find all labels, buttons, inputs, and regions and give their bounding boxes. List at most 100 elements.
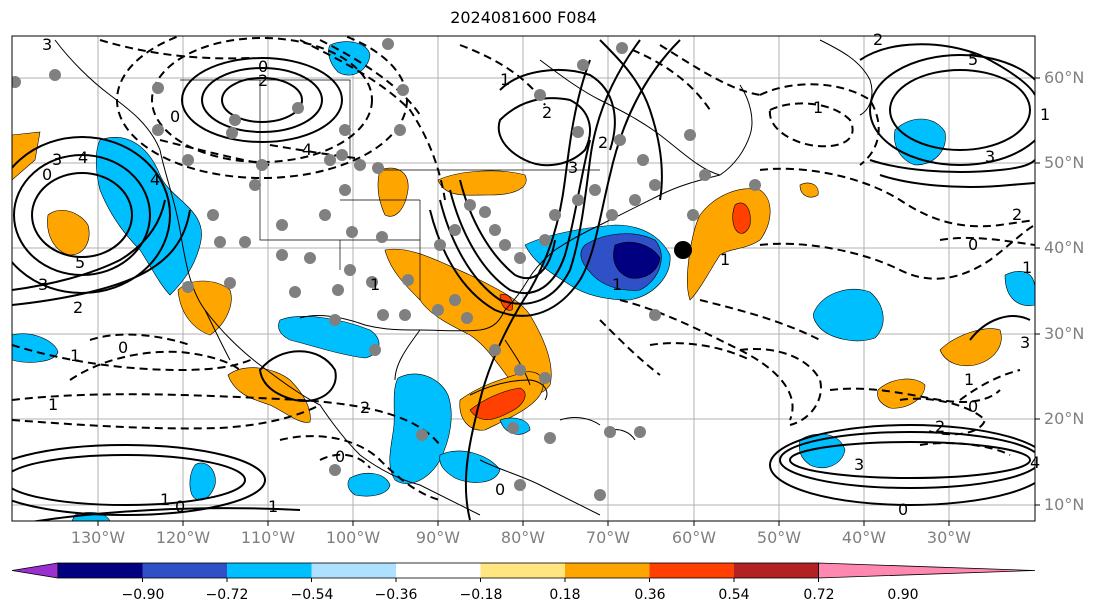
contour-label: 2 xyxy=(1012,205,1022,224)
orange-fill-plains xyxy=(377,167,409,217)
contour-label: 2 xyxy=(73,298,83,317)
contour-label: 5 xyxy=(75,253,85,272)
contour-label: 2 xyxy=(258,71,268,90)
colorbar-label: −0.54 xyxy=(290,587,334,603)
blue-fill-east-edge xyxy=(1004,271,1035,306)
colorbar-segment xyxy=(396,563,481,578)
contour-label: 1 xyxy=(720,250,730,269)
contour-label: 1 xyxy=(1040,105,1050,124)
contour-label: 2 xyxy=(873,30,883,49)
contour-label: 1 xyxy=(48,395,58,414)
contour-label: 1 xyxy=(70,346,80,365)
lon-label-90w: 90°W xyxy=(415,528,461,547)
colorbar-label: 0.90 xyxy=(887,587,919,603)
colorbar-segment xyxy=(565,563,650,578)
lat-label-20n: 20°N xyxy=(1044,409,1085,428)
lon-label-30w: 30°W xyxy=(926,528,972,547)
contour-label: 4 xyxy=(1030,453,1040,472)
lon-label-110w: 110°W xyxy=(240,528,296,547)
contour-label: 2 xyxy=(598,133,608,152)
lat-label-30n: 30°N xyxy=(1044,324,1085,343)
contour-label: 3 xyxy=(854,455,864,474)
lat-label-60n: 60°N xyxy=(1044,68,1085,87)
colorbar-segment xyxy=(58,563,143,578)
contour-label: 0 xyxy=(118,338,128,357)
navy-fill-midatlantic xyxy=(613,241,661,279)
blue-fill-nw-coast xyxy=(95,137,202,296)
lon-label-100w: 100°W xyxy=(325,528,381,547)
contour-label: 3 xyxy=(38,275,48,294)
contour-label: 3 xyxy=(1020,333,1030,352)
orange-fill-newfoundland xyxy=(686,188,771,301)
map-title: 2024081600 F084 xyxy=(450,8,597,27)
contour-label: 0 xyxy=(175,497,185,516)
contour-label: 1 xyxy=(500,70,510,89)
solid-contours xyxy=(12,39,1035,521)
orange-fill-atlantic-small xyxy=(799,182,819,198)
orange-fill-great-lakes xyxy=(437,170,527,196)
orange-fill-pacific xyxy=(47,210,90,256)
contour-label: 4 xyxy=(302,140,312,159)
blue-fill-colombia xyxy=(439,450,501,483)
contour-label: 5 xyxy=(968,50,978,69)
tick-marks xyxy=(97,77,1040,526)
lon-label-120w: 120°W xyxy=(155,528,211,547)
colorbar xyxy=(11,562,1036,582)
station-dots xyxy=(12,38,761,501)
colorbar-segment xyxy=(227,563,312,578)
contour-label: 3 xyxy=(985,147,995,166)
colorbar-extend-low xyxy=(11,562,59,579)
red-fill-cuba xyxy=(469,387,526,420)
contour-label: 1 xyxy=(964,370,974,389)
lon-label-130w: 130°W xyxy=(70,528,126,547)
blue-fill-mid-atlantic xyxy=(813,289,884,342)
contour-label: 3 xyxy=(52,150,62,169)
lon-label-50w: 50°W xyxy=(756,528,802,547)
colorbar-label: 0.18 xyxy=(549,587,581,603)
lat-label-40n: 40°N xyxy=(1044,238,1085,257)
contour-label: 0 xyxy=(968,397,978,416)
contour-label: 0 xyxy=(898,500,908,519)
contour-label: 3 xyxy=(42,35,52,54)
colorbar-segment xyxy=(142,563,227,578)
contour-label: 3 xyxy=(568,158,578,177)
blue-fill-central-america xyxy=(389,373,452,484)
orange-fill-azores xyxy=(939,328,1002,367)
lon-label-40w: 40°W xyxy=(841,528,887,547)
lon-label-70w: 70°W xyxy=(585,528,631,547)
contour-label: 0 xyxy=(495,480,505,499)
contour-label: 0 xyxy=(170,107,180,126)
contour-label: 2 xyxy=(935,417,945,436)
contour-label: 1 xyxy=(813,98,823,117)
blue-fill-alaska xyxy=(328,41,371,76)
contour-label: 2 xyxy=(542,103,552,122)
colorbar-segment xyxy=(480,563,565,578)
colorbar-label: −0.36 xyxy=(374,587,418,603)
blue-fill-yucatan-south xyxy=(347,472,391,497)
colorbar-label: −0.72 xyxy=(205,587,249,603)
colorbar-label: 0.72 xyxy=(803,587,835,603)
blue-fill-pacific-south xyxy=(189,462,216,501)
lon-label-80w: 80°W xyxy=(500,528,546,547)
contour-label: 1 xyxy=(160,490,170,509)
lat-label-10n: 10°N xyxy=(1044,495,1085,514)
colorbar-segment xyxy=(649,563,734,578)
contour-label: 0 xyxy=(42,165,52,184)
contour-label: 0 xyxy=(258,57,268,76)
blue-fill-pacific-sw xyxy=(12,333,59,363)
contour-label: 4 xyxy=(150,170,160,189)
contour-label: 2 xyxy=(360,398,370,417)
colorbar-label: −0.18 xyxy=(459,587,503,603)
colorbar-segment xyxy=(311,563,396,578)
contour-label: 0 xyxy=(335,447,345,466)
colorbar-label: 0.54 xyxy=(718,587,750,603)
lon-label-60w: 60°W xyxy=(671,528,717,547)
colorbar-extend-high xyxy=(818,562,1036,579)
black-marker xyxy=(674,241,692,259)
lat-label-50n: 50°N xyxy=(1044,153,1085,172)
contour-label: 0 xyxy=(968,235,978,254)
colorbar-segment xyxy=(734,563,819,578)
contour-label: 1 xyxy=(1022,258,1032,277)
